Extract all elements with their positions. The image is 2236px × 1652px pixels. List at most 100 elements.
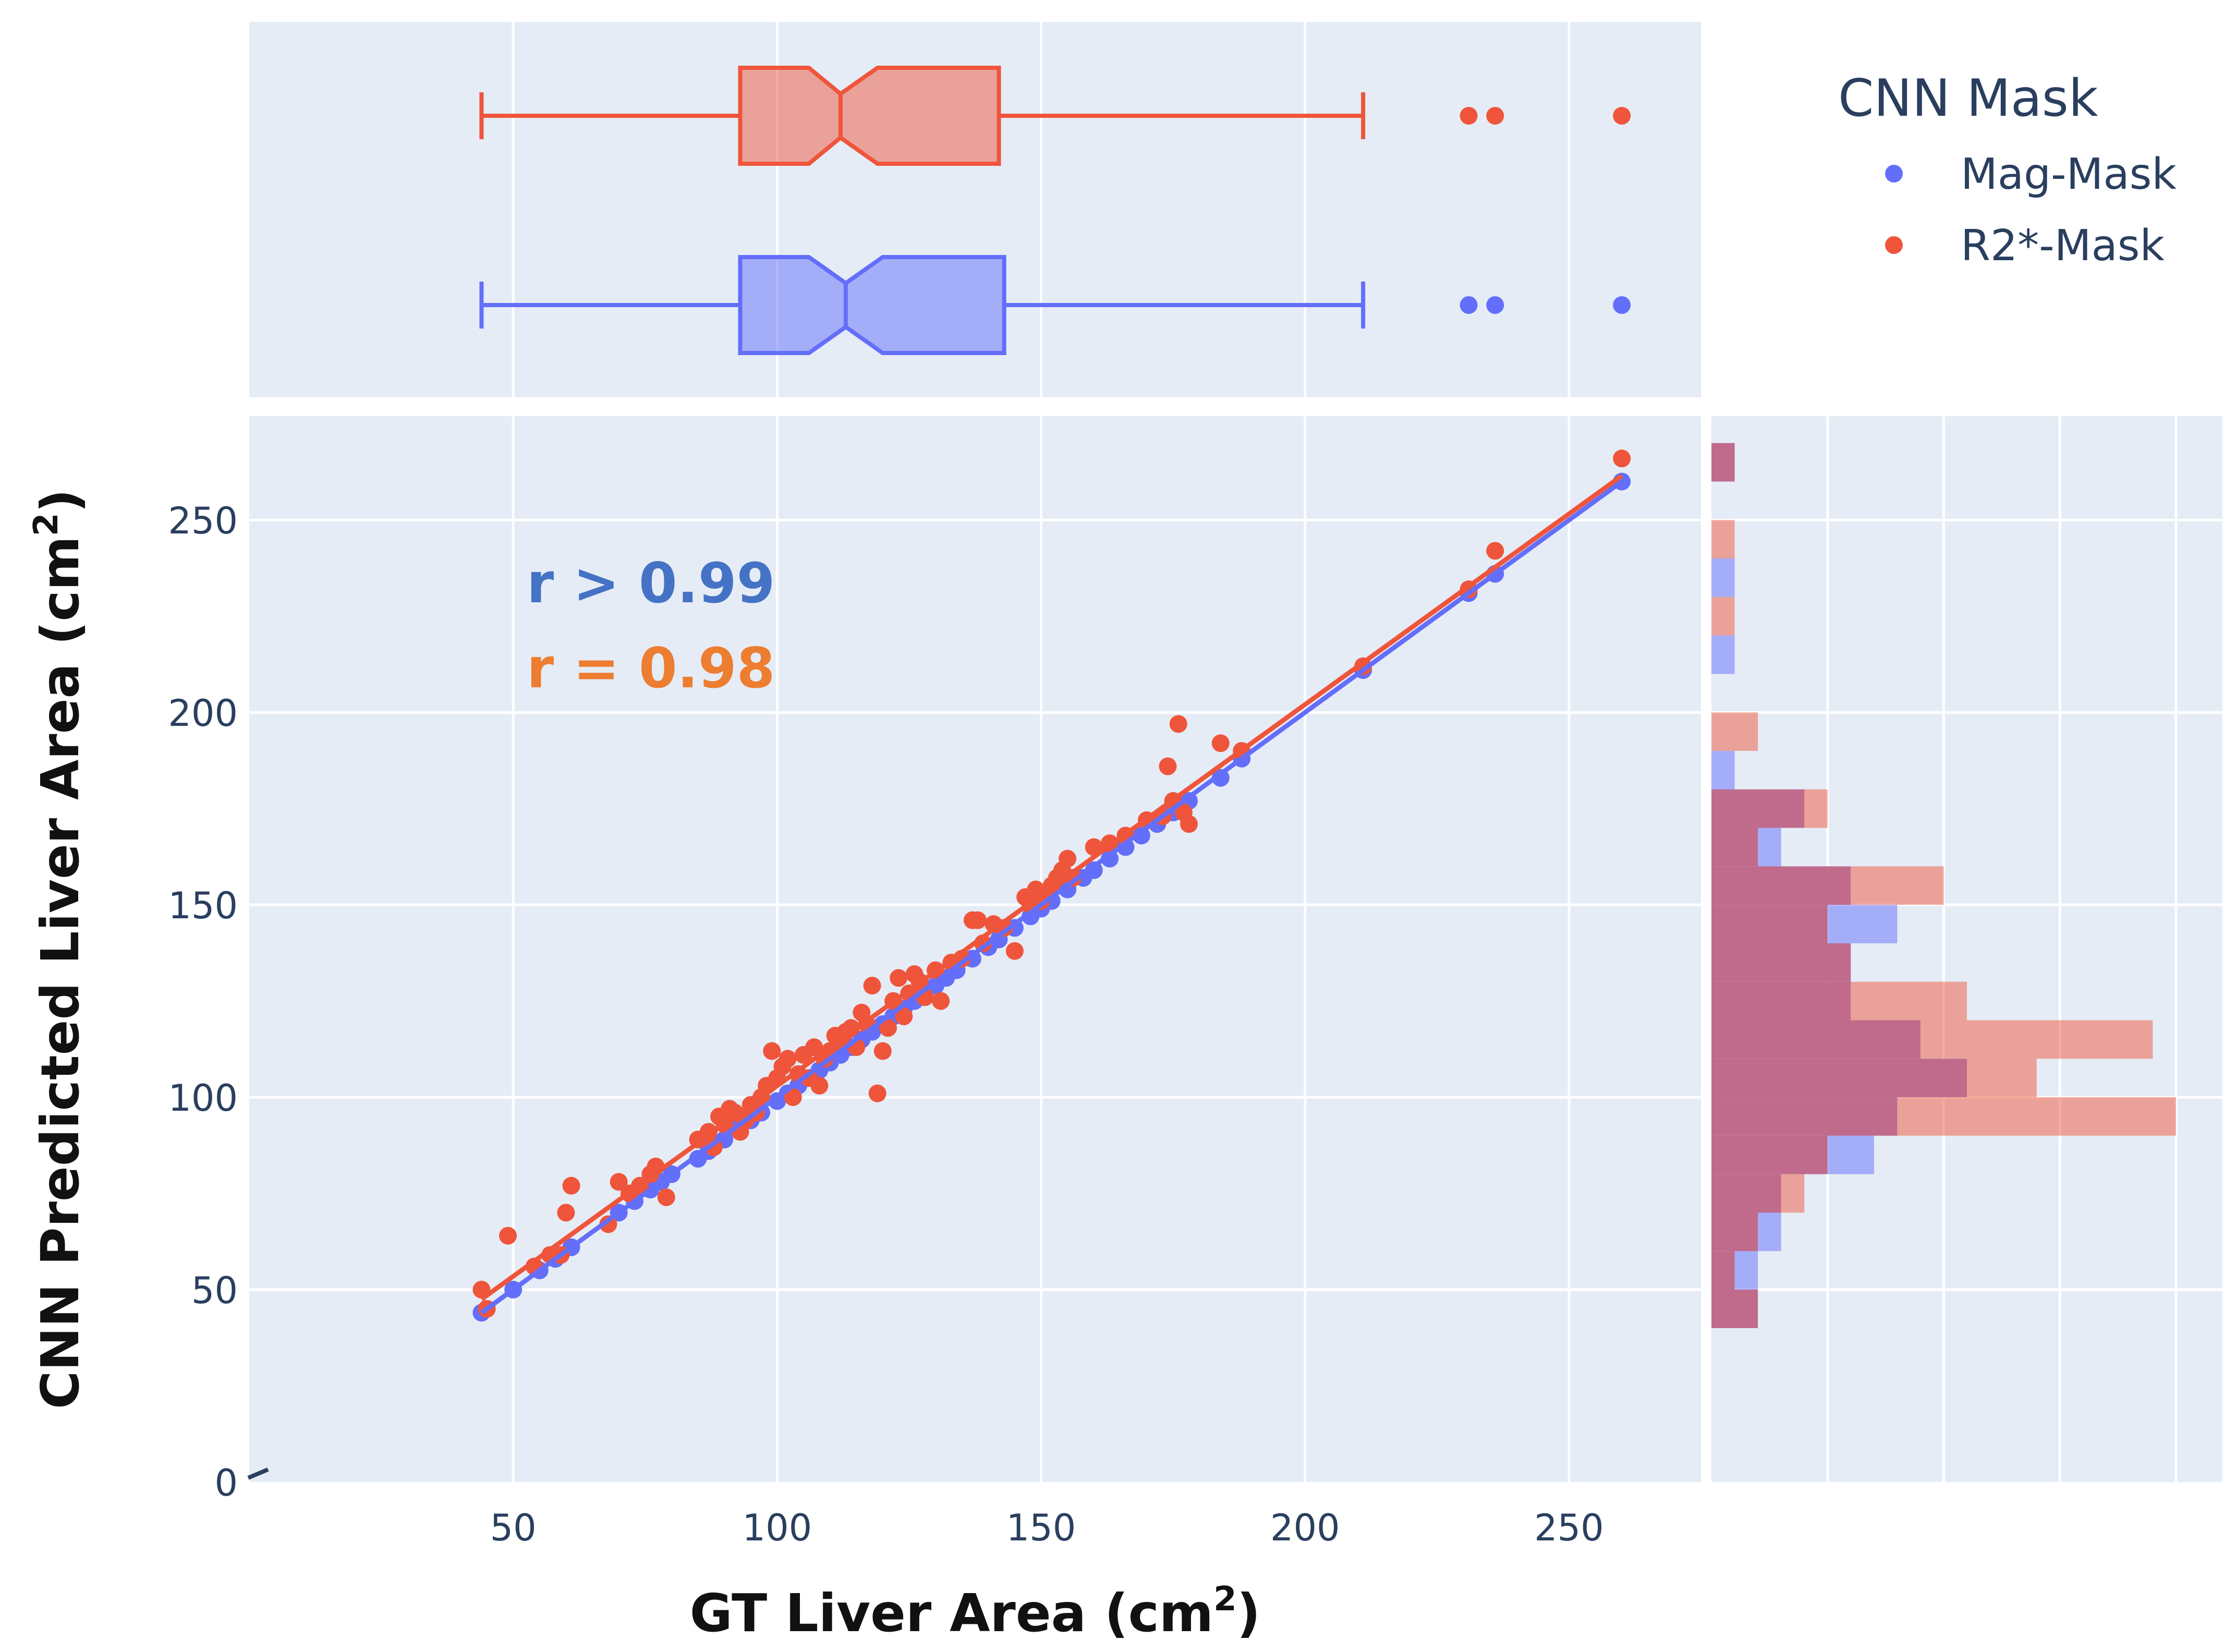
hist-bar-overlap: [1711, 828, 1758, 867]
histogram-bars: [1711, 443, 2176, 1328]
hist-bar-mag: [1827, 905, 1898, 943]
correlation-annotation-mag: r > 0.99: [527, 551, 775, 615]
point-r2: [895, 1007, 913, 1026]
point-r2: [932, 992, 950, 1010]
y-axis-title: CNN Predicted Liver Area (cm2): [27, 489, 91, 1410]
box-outlier: [1486, 107, 1504, 125]
box-body: [738, 255, 1006, 355]
hist-bar-overlap: [1711, 1097, 1898, 1136]
x-tick-label: 50: [490, 1507, 537, 1549]
hist-bar-overlap: [1711, 943, 1851, 982]
hist-bar-overlap: [1711, 789, 1805, 828]
hist-bar-r2: [1711, 712, 1758, 751]
x-tick-label: 250: [1534, 1507, 1604, 1549]
box-outlier: [1613, 296, 1631, 314]
hist-bar-r2: [1711, 597, 1735, 636]
point-r2: [1059, 849, 1077, 868]
x-tick-labels: 50 100 150 200 250: [490, 1507, 1604, 1549]
y-tick-label: 100: [168, 1077, 238, 1120]
box-plots: [479, 66, 1631, 355]
box-mag: [479, 255, 1631, 355]
legend-marker-mag-icon: [1885, 165, 1903, 183]
legend[interactable]: CNN Mask Mag-Mask R2*-Mask: [1838, 69, 2177, 271]
hist-bar-mag: [1711, 558, 1735, 597]
point-r2: [784, 1088, 802, 1107]
point-r2: [562, 1176, 580, 1195]
box-r2: [479, 66, 1631, 166]
x-tick-label: 150: [1006, 1507, 1076, 1549]
hist-bar-r2: [1851, 866, 1944, 905]
box-outlier: [1486, 296, 1504, 314]
correlation-annotation-r2: r = 0.98: [527, 636, 775, 700]
hist-bar-r2: [1967, 1059, 2037, 1098]
hist-bar-mag: [1711, 750, 1735, 789]
hist-bar-r2: [1897, 1097, 2176, 1136]
hist-bar-r2: [1804, 789, 1828, 828]
hist-bar-overlap: [1711, 905, 1828, 943]
legend-marker-r2-icon: [1885, 236, 1903, 254]
scatter-gridlines: [249, 416, 1701, 1482]
hist-bar-r2: [1851, 981, 1967, 1021]
hist-bar-overlap: [1711, 1135, 1828, 1174]
hist-bar-r2: [1711, 520, 1735, 559]
point-r2: [763, 1042, 781, 1060]
x-tick-label: 200: [1270, 1507, 1340, 1549]
hist-bar-mag: [1758, 1212, 1781, 1252]
point-r2: [863, 977, 881, 995]
point-r2: [1005, 942, 1024, 960]
y-tick-label: 200: [168, 692, 238, 735]
box-body: [738, 66, 1001, 166]
hist-bar-overlap: [1711, 1020, 1921, 1059]
y-tick-label: 150: [168, 884, 238, 927]
point-r2: [969, 911, 987, 929]
hist-bar-r2: [1920, 1020, 2153, 1059]
point-r2: [779, 1050, 797, 1068]
point-r2: [1613, 450, 1631, 468]
hist-bar-overlap: [1711, 443, 1735, 482]
box-outlier: [1460, 296, 1478, 314]
hist-bar-overlap: [1711, 1251, 1735, 1290]
box-outlier: [1613, 107, 1631, 125]
y-tick-label: 50: [191, 1269, 238, 1312]
point-r2: [1180, 815, 1198, 833]
legend-title: CNN Mask: [1838, 69, 2098, 128]
origin-mark: [247, 1467, 269, 1480]
point-r2: [1211, 734, 1230, 752]
fit-line-r2: [480, 473, 1623, 1302]
legend-label-mag[interactable]: Mag-Mask: [1961, 150, 2177, 199]
point-r2: [842, 1019, 860, 1037]
point-r2: [610, 1173, 628, 1191]
y-tick-label: 0: [214, 1462, 238, 1504]
hist-bar-overlap: [1711, 866, 1851, 905]
fit-lines: [247, 473, 1623, 1480]
point-r2: [868, 1084, 886, 1102]
hist-bar-overlap: [1711, 981, 1851, 1021]
point-r2: [1169, 715, 1187, 733]
legend-label-r2[interactable]: R2*-Mask: [1961, 221, 2165, 271]
fit-line-mag: [480, 479, 1623, 1315]
hist-bar-mag: [1827, 1135, 1874, 1174]
hist-bar-r2: [1781, 1174, 1805, 1213]
hist-bar-mag: [1734, 1251, 1758, 1290]
point-r2: [810, 1076, 829, 1095]
point-r2: [879, 1019, 897, 1037]
hist-bar-overlap: [1711, 1174, 1781, 1213]
box-outlier: [1460, 107, 1478, 125]
point-r2: [657, 1188, 675, 1206]
point-r2: [1486, 542, 1504, 560]
x-axis-title: GT Liver Area (cm2): [690, 1580, 1261, 1644]
hist-bar-mag: [1758, 828, 1781, 867]
point-r2: [873, 1042, 892, 1060]
hist-bar-mag: [1711, 635, 1735, 674]
point-r2: [1159, 757, 1177, 775]
point-r2: [557, 1204, 575, 1222]
point-r2: [499, 1226, 517, 1245]
hist-bar-overlap: [1711, 1212, 1758, 1252]
x-tick-label: 100: [743, 1507, 812, 1549]
hist-bar-overlap: [1711, 1290, 1758, 1328]
hist-bar-overlap: [1711, 1059, 1967, 1098]
point-r2: [890, 969, 908, 987]
y-tick-labels: 0 50 100 150 200 250: [168, 500, 238, 1504]
y-tick-label: 250: [168, 500, 238, 542]
